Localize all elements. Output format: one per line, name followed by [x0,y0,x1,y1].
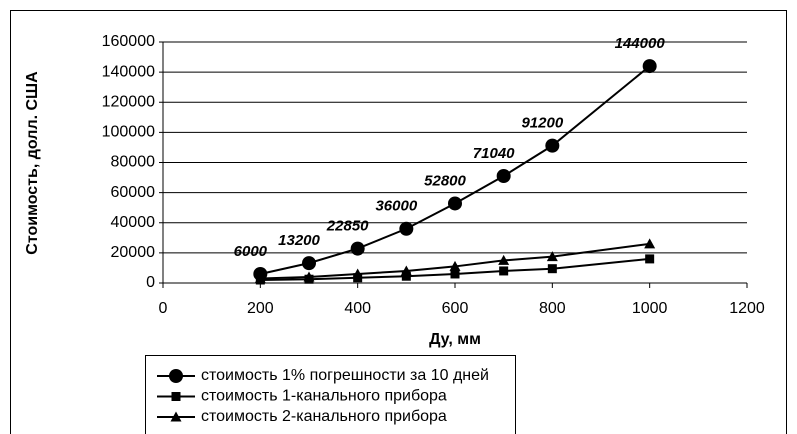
x-tick-label: 0 [159,300,168,317]
x-tick-label: 1000 [632,300,668,317]
data-label: 91200 [521,115,563,132]
legend-label: стоимость 1-канального прибора [201,388,447,405]
data-label: 36000 [375,198,417,215]
marker [449,260,461,271]
x-tick-label: 800 [539,300,566,317]
marker [302,256,316,271]
x-tick-label: 600 [442,300,469,317]
legend-label: стоимость 2-канального прибора [201,408,447,425]
legend-label: стоимость 1% погрешности за 10 дней [201,367,489,384]
marker [450,269,460,279]
y-tick-label: 100000 [102,124,155,141]
x-tick-label: 200 [247,300,274,317]
marker [545,138,560,153]
x-axis-title: Ду, мм [429,331,481,348]
x-tick-label: 1200 [729,300,765,317]
marker [645,254,655,264]
data-label: 71040 [473,145,515,162]
marker [546,251,558,262]
series-line [260,242,650,280]
data-label: 6000 [234,243,268,260]
y-axis-title: Стоимость, долл. США [24,71,41,255]
marker [547,264,557,274]
marker [496,168,511,183]
y-tick-label: 20000 [111,244,156,261]
legend-marker [169,369,183,383]
y-tick-label: 120000 [102,93,155,110]
y-tick-label: 40000 [111,214,156,231]
marker [642,59,657,74]
y-tick-label: 60000 [111,184,156,201]
marker [499,266,509,276]
marker [644,238,656,249]
data-label: 52800 [424,172,466,189]
marker [352,268,364,279]
marker [399,221,414,236]
legend-marker [170,411,182,422]
marker [448,196,462,211]
marker [350,241,365,256]
y-tick-label: 140000 [102,63,155,80]
data-label: 22850 [326,218,369,235]
marker [400,265,412,276]
legend-marker [171,392,181,401]
data-label: 144000 [615,35,666,52]
marker [498,254,510,265]
legend-box [145,355,516,434]
y-tick-label: 160000 [102,33,155,50]
series-line [260,65,651,275]
y-tick-label: 80000 [111,154,156,171]
x-tick-label: 400 [344,300,371,317]
marker [254,272,266,283]
marker [401,271,411,281]
series-line [260,257,650,281]
y-tick-label: 0 [146,274,155,291]
marker [303,271,315,282]
data-label: 13200 [278,232,320,249]
